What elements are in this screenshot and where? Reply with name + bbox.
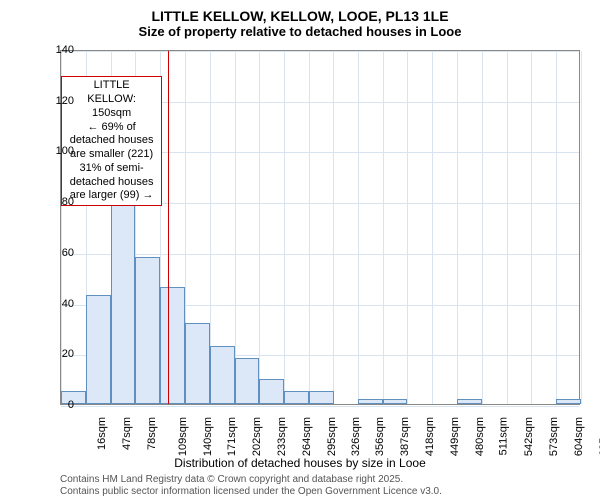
- grid-line-v: [457, 51, 458, 404]
- y-tick-label: 40: [44, 298, 74, 310]
- grid-line-v: [284, 51, 285, 404]
- y-tick-label: 120: [44, 95, 74, 107]
- grid-line-v: [432, 51, 433, 404]
- histogram-bar: [235, 358, 260, 404]
- grid-line-v: [556, 51, 557, 404]
- x-tick-label: 542sqm: [523, 417, 535, 456]
- x-tick-label: 511sqm: [498, 417, 510, 455]
- histogram-bar: [309, 391, 334, 404]
- x-tick-label: 480sqm: [474, 417, 486, 456]
- x-tick-label: 140sqm: [202, 417, 214, 456]
- y-tick-label: 60: [44, 247, 74, 259]
- grid-line-h: [61, 254, 579, 255]
- x-tick-label: 16sqm: [96, 417, 108, 450]
- grid-line-v: [581, 51, 582, 404]
- histogram-bar: [358, 399, 383, 404]
- annotation-line-1: LITTLE KELLOW: 150sqm: [68, 79, 155, 120]
- grid-line-v: [383, 51, 384, 404]
- x-tick-label: 604sqm: [573, 417, 585, 456]
- grid-line-v: [507, 51, 508, 404]
- footer-line-1: Contains HM Land Registry data © Crown c…: [60, 474, 442, 486]
- grid-line-h: [61, 406, 579, 407]
- histogram-bar: [160, 287, 185, 404]
- reference-line: [168, 51, 169, 404]
- grid-line-v: [333, 51, 334, 404]
- chart-container: LITTLE KELLOW, KELLOW, LOOE, PL13 1LE Si…: [0, 0, 600, 500]
- histogram-bar: [86, 295, 111, 404]
- histogram-bar: [259, 379, 284, 404]
- title-line-1: LITTLE KELLOW, KELLOW, LOOE, PL13 1LE: [0, 8, 600, 24]
- x-tick-label: 295sqm: [326, 417, 338, 456]
- annotation-box: LITTLE KELLOW: 150sqm← 69% of detached h…: [61, 76, 162, 206]
- footer-line-2: Contains public sector information licen…: [60, 486, 442, 498]
- chart-area: LITTLE KELLOW: 150sqm← 69% of detached h…: [60, 50, 580, 405]
- grid-line-v: [482, 51, 483, 404]
- footer-attribution: Contains HM Land Registry data © Crown c…: [60, 474, 442, 498]
- title-line-2: Size of property relative to detached ho…: [0, 24, 600, 39]
- histogram-bar: [210, 346, 235, 404]
- grid-line-h: [61, 51, 579, 52]
- x-tick-label: 78sqm: [146, 417, 158, 450]
- grid-line-v: [407, 51, 408, 404]
- x-tick-label: 449sqm: [449, 417, 461, 456]
- grid-line-v: [259, 51, 260, 404]
- x-tick-label: 356sqm: [375, 417, 387, 456]
- x-tick-label: 387sqm: [399, 417, 411, 456]
- annotation-line-3: 31% of semi-detached houses are larger (…: [68, 162, 155, 203]
- histogram-bar: [556, 399, 581, 404]
- histogram-bar: [383, 399, 408, 404]
- grid-line-v: [358, 51, 359, 404]
- plot-area: LITTLE KELLOW: 150sqm← 69% of detached h…: [60, 50, 580, 405]
- histogram-bar: [135, 257, 160, 404]
- histogram-bar: [185, 323, 210, 404]
- x-tick-label: 264sqm: [301, 417, 313, 456]
- y-tick-label: 80: [44, 196, 74, 208]
- histogram-bar: [284, 391, 309, 404]
- x-tick-label: 233sqm: [276, 417, 288, 456]
- annotation-line-2: ← 69% of detached houses are smaller (22…: [68, 121, 155, 162]
- x-tick-label: 326sqm: [351, 417, 363, 456]
- y-tick-label: 0: [44, 399, 74, 411]
- grid-line-v: [309, 51, 310, 404]
- x-tick-label: 418sqm: [424, 417, 436, 456]
- grid-line-v: [235, 51, 236, 404]
- x-tick-label: 47sqm: [121, 417, 133, 450]
- x-tick-label: 573sqm: [548, 417, 560, 456]
- y-tick-label: 20: [44, 348, 74, 360]
- x-tick-label: 109sqm: [177, 417, 189, 456]
- grid-line-v: [531, 51, 532, 404]
- x-axis-label: Distribution of detached houses by size …: [0, 456, 600, 470]
- title-block: LITTLE KELLOW, KELLOW, LOOE, PL13 1LE Si…: [0, 0, 600, 39]
- y-tick-label: 140: [44, 44, 74, 56]
- x-tick-label: 171sqm: [227, 417, 239, 456]
- y-tick-label: 100: [44, 145, 74, 157]
- histogram-bar: [457, 399, 482, 404]
- x-tick-label: 202sqm: [251, 417, 263, 456]
